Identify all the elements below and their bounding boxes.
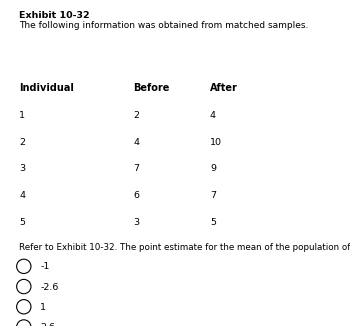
Text: 1: 1	[19, 111, 25, 120]
Text: 3: 3	[133, 218, 139, 227]
Text: Exhibit 10-32: Exhibit 10-32	[19, 11, 90, 21]
Text: -1: -1	[40, 262, 50, 272]
Text: 3: 3	[19, 164, 25, 173]
Text: -2.6: -2.6	[40, 283, 59, 292]
Text: 2.6: 2.6	[40, 323, 55, 326]
Text: The following information was obtained from matched samples.: The following information was obtained f…	[19, 21, 309, 30]
Text: 4: 4	[210, 111, 216, 120]
Text: 4: 4	[133, 138, 139, 147]
Text: 2: 2	[19, 138, 25, 147]
Text: 6: 6	[133, 191, 139, 200]
Text: 7: 7	[210, 191, 216, 200]
Text: Refer to Exhibit 10-32. The point estimate for the mean of the population of dif: Refer to Exhibit 10-32. The point estima…	[19, 243, 350, 252]
Text: Before: Before	[133, 83, 169, 93]
Text: After: After	[210, 83, 238, 93]
Text: 4: 4	[19, 191, 25, 200]
Text: Individual: Individual	[19, 83, 74, 93]
Text: 10: 10	[210, 138, 222, 147]
Text: 9: 9	[210, 164, 216, 173]
Text: 5: 5	[19, 218, 25, 227]
Text: 1: 1	[40, 303, 46, 312]
Text: 2: 2	[133, 111, 139, 120]
Text: 5: 5	[210, 218, 216, 227]
Text: 7: 7	[133, 164, 139, 173]
